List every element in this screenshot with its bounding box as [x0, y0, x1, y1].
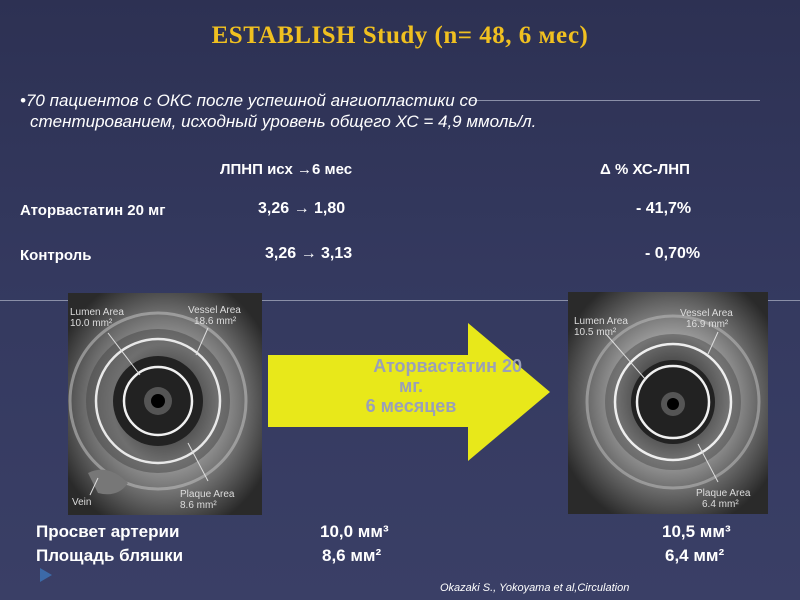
arrow-label-line-1: Аторвастатин 20	[373, 356, 522, 376]
row-control-values: 3,26 → 3,13	[265, 245, 353, 262]
title-underline	[470, 100, 760, 101]
vessel-area-annotation: Vessel Area 18.6 mm²	[188, 305, 241, 327]
row-atorvastatin-label: Аторвастатин 20 мг	[20, 202, 166, 219]
section-divider	[0, 300, 800, 301]
row-atorvastatin-delta: - 41,7%	[636, 200, 692, 217]
arrow-label: Аторвастатин 20 мг. 6 месяцев	[300, 356, 522, 416]
delta-column-header: Δ % ХС-ЛНП	[600, 161, 690, 178]
ivus-image-followup: Lumen Area 10.5 mm² Vessel Area 16.9 mm²…	[568, 292, 768, 514]
vessel-area-annotation: Vessel Area 16.9 mm²	[680, 308, 733, 330]
plaque-area-annotation: Plaque Area 6.4 mm²	[696, 488, 751, 510]
lumen-after-value: 10,5 мм³	[662, 522, 731, 541]
reference-citation: Okazaki S., Yokoyama et al,Circulation	[440, 582, 630, 594]
slide-title: ESTABLISH Study (n= 48, 6 мес)	[211, 22, 589, 49]
row-atorvastatin-values: 3,26 → 1,80	[258, 200, 346, 217]
description-line-2: стентированием, исходный уровень общего …	[30, 112, 537, 131]
row-control-delta: - 0,70%	[645, 245, 701, 262]
lumen-before-value: 10,0 мм³	[320, 522, 389, 541]
next-slide-icon[interactable]	[40, 568, 52, 582]
vein-annotation: Vein	[72, 497, 92, 508]
study-description: •70 пациентов с ОКС после успешной ангио…	[20, 90, 760, 132]
arrow-shape	[268, 323, 550, 461]
ldl-column-header: ЛПНП исх →6 мес	[220, 161, 353, 178]
lumen-area-annotation: Lumen Area 10.0 mm²	[70, 307, 124, 329]
plaque-area-annotation: Plaque Area 8.6 mm²	[180, 489, 235, 511]
lumen-label: Просвет артерии	[36, 522, 180, 541]
row-control-label: Контроль	[20, 247, 92, 264]
plaque-after-value: 6,4 мм²	[665, 546, 725, 565]
arrow-label-line-3: 6 месяцев	[365, 396, 457, 416]
plaque-before-value: 8,6 мм²	[322, 546, 382, 565]
bullet-marker: •	[20, 91, 26, 110]
description-line-1: 70 пациентов с ОКС после успешной ангиоп…	[25, 91, 478, 110]
arrow-label-line-2: мг.	[398, 376, 423, 396]
lumen-area-annotation: Lumen Area 10.5 mm²	[574, 316, 628, 338]
ivus-image-baseline: Lumen Area 10.0 mm² Vessel Area 18.6 mm²…	[68, 293, 262, 515]
treatment-arrow	[268, 323, 550, 461]
plaque-label: Площадь бляшки	[36, 546, 184, 565]
